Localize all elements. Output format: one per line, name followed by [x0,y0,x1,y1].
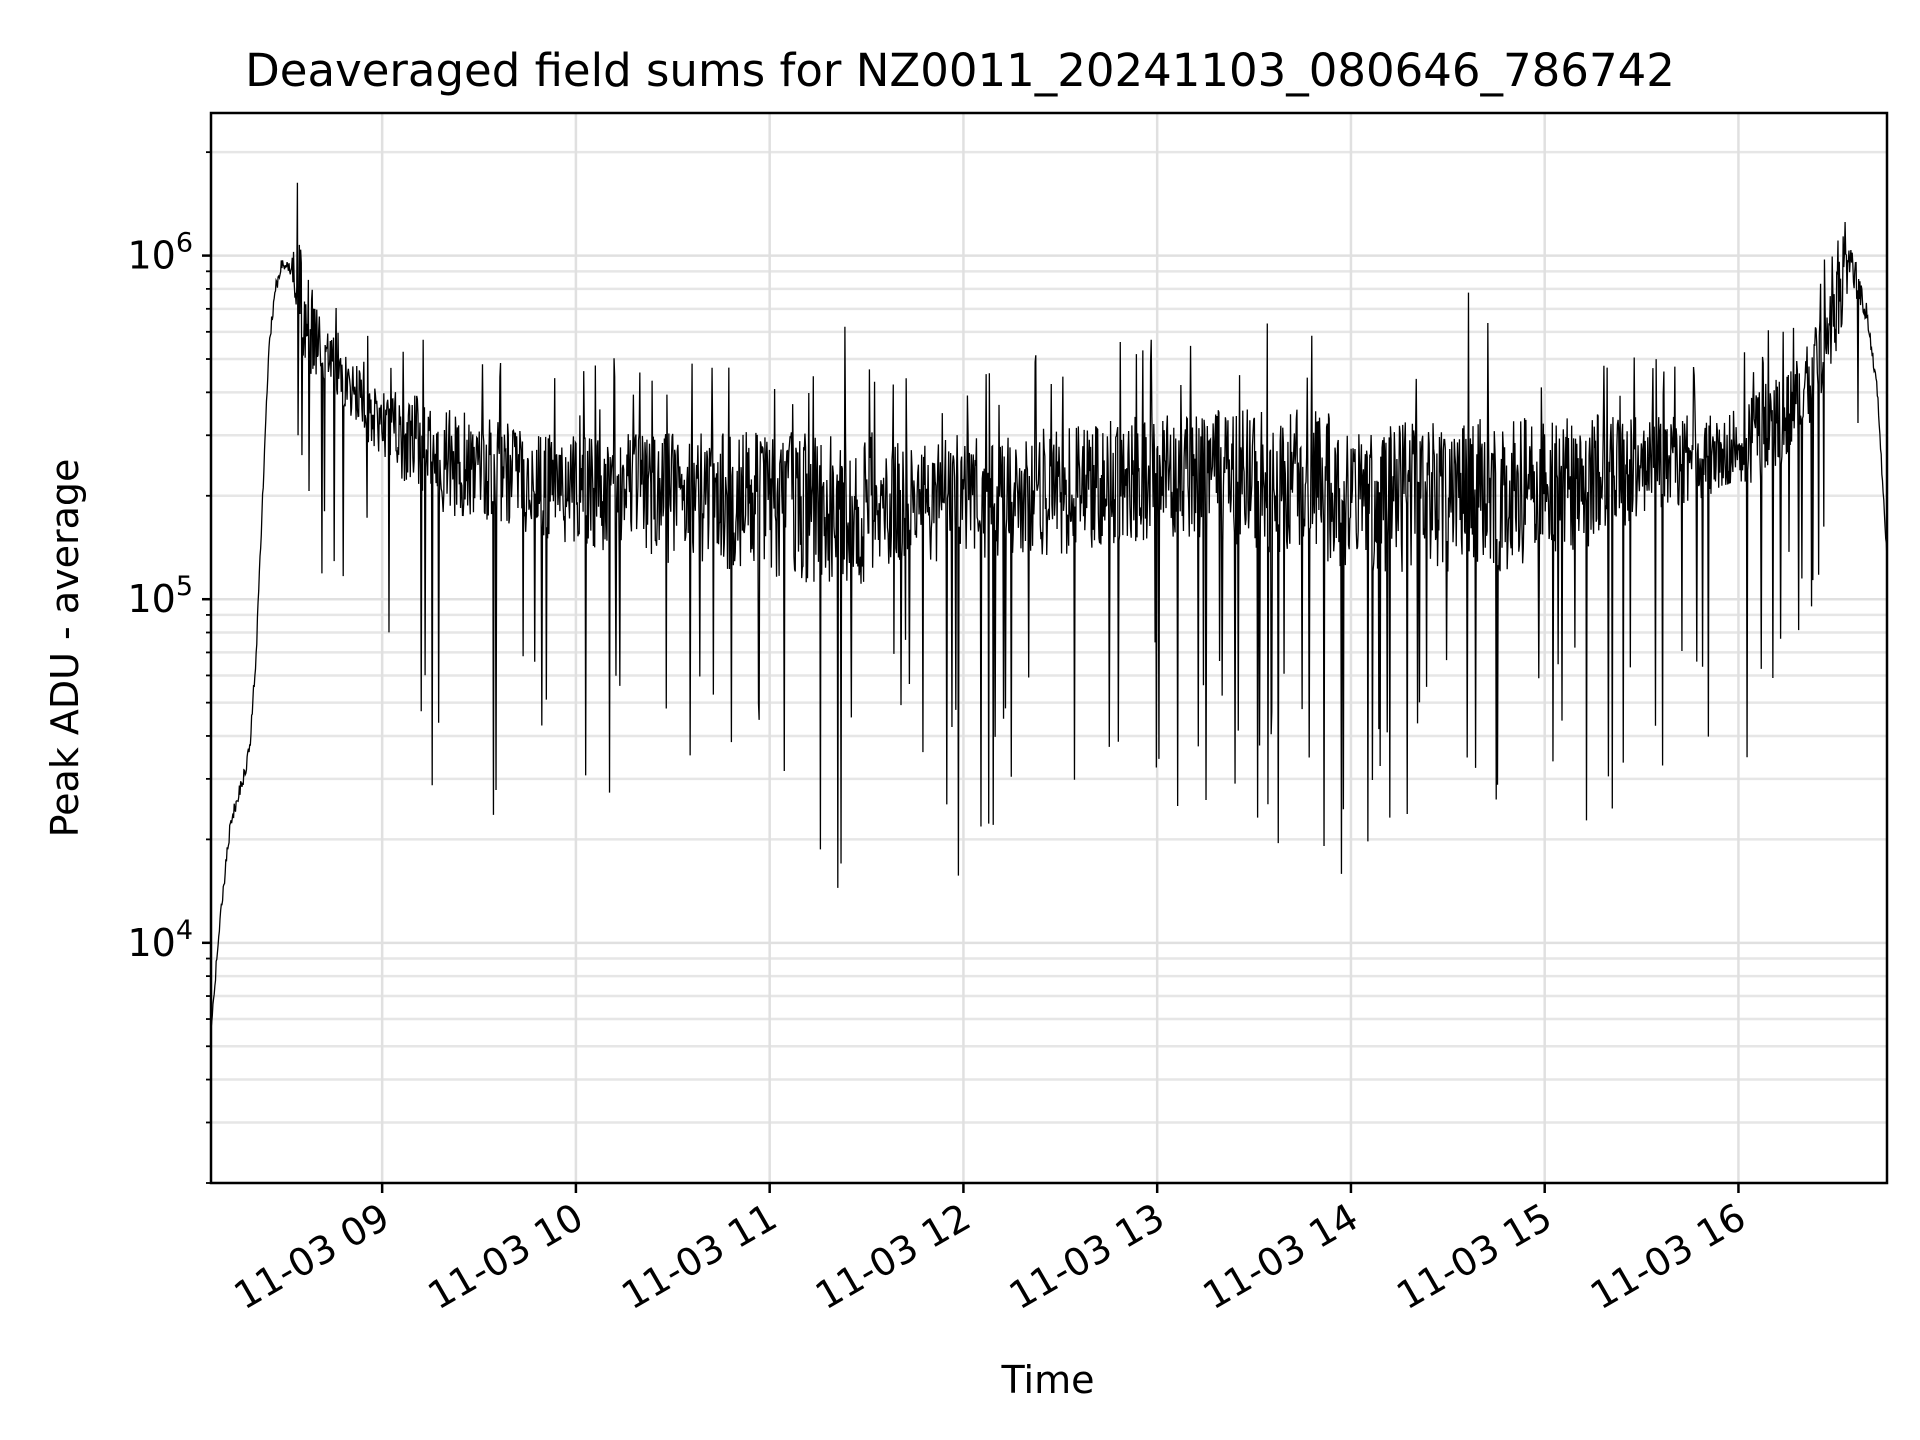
x-axis-label: Time [1001,1358,1095,1402]
plot-frame [209,111,1889,1185]
x-tick-label: 11-03 11 [614,1195,784,1319]
x-axis-ticks: 11-03 09 11-03 10 11-03 11 11-03 12 11-03 13… [227,1183,1753,1318]
x-tick-label: 11-03 16 [1583,1195,1753,1319]
series-line [210,182,1888,1030]
chart-title: Deaveraged field sums for NZ0011_2024110… [245,44,1675,97]
grid [211,113,1887,1185]
x-tick-label: 11-03 15 [1389,1195,1559,1319]
y-axis-label: Peak ADU - average [43,459,87,838]
x-tick-label: 11-03 14 [1195,1195,1365,1319]
y-tick-label: 105 [127,571,193,621]
y-axis-ticks: 104 105 106 [127,151,211,1184]
y-tick-label: 106 [127,228,193,278]
x-tick-label: 11-03 12 [808,1195,978,1319]
x-tick-label: 11-03 10 [420,1195,590,1319]
x-tick-label: 11-03 09 [227,1195,397,1319]
x-tick-label: 11-03 13 [1002,1195,1172,1319]
y-tick-label: 104 [127,915,193,965]
series-group [210,182,1888,1030]
